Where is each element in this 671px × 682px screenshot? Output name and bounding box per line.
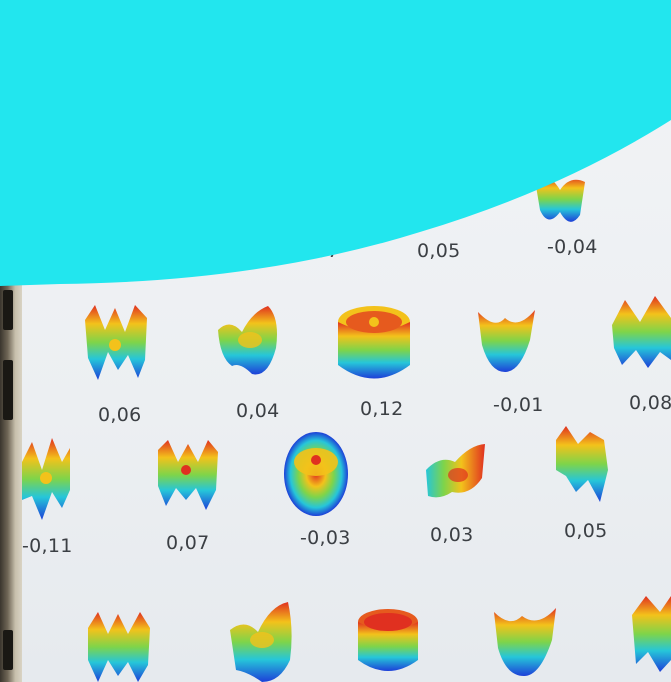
surface-plot <box>284 432 348 516</box>
surface-plot <box>218 306 277 375</box>
surface-plot <box>494 608 556 676</box>
surface-plot <box>158 440 218 510</box>
surface-plot <box>230 602 292 682</box>
surface-plot <box>358 609 418 671</box>
surface-plot <box>88 612 150 682</box>
value-label: -0,01 <box>493 394 544 416</box>
surface-plot <box>426 444 485 498</box>
value-label: -0,11 <box>22 535 73 557</box>
cyan-overlay-shape <box>0 0 671 286</box>
value-label: 0,08 <box>629 392 671 414</box>
surface-plot <box>478 310 535 372</box>
value-label: -0,03 <box>300 527 351 549</box>
surface-plot <box>556 426 608 502</box>
screen-frame-edge <box>0 270 22 682</box>
surface-plot <box>535 176 585 222</box>
value-label: -0,04 <box>547 236 598 258</box>
value-label: 0,07 <box>166 532 210 554</box>
value-label: 0,05 <box>564 520 608 542</box>
surface-plot <box>22 438 70 520</box>
value-label: 0,12 <box>360 398 404 420</box>
surface-plot <box>85 305 147 380</box>
surface-plot <box>612 296 671 368</box>
value-label: 0,04 <box>236 400 280 422</box>
value-label: 0,03 <box>430 524 474 546</box>
value-label: 0,05 <box>417 240 461 262</box>
surface-plot <box>632 596 671 672</box>
surface-plot <box>338 306 410 379</box>
value-label: 0,06 <box>98 404 142 426</box>
